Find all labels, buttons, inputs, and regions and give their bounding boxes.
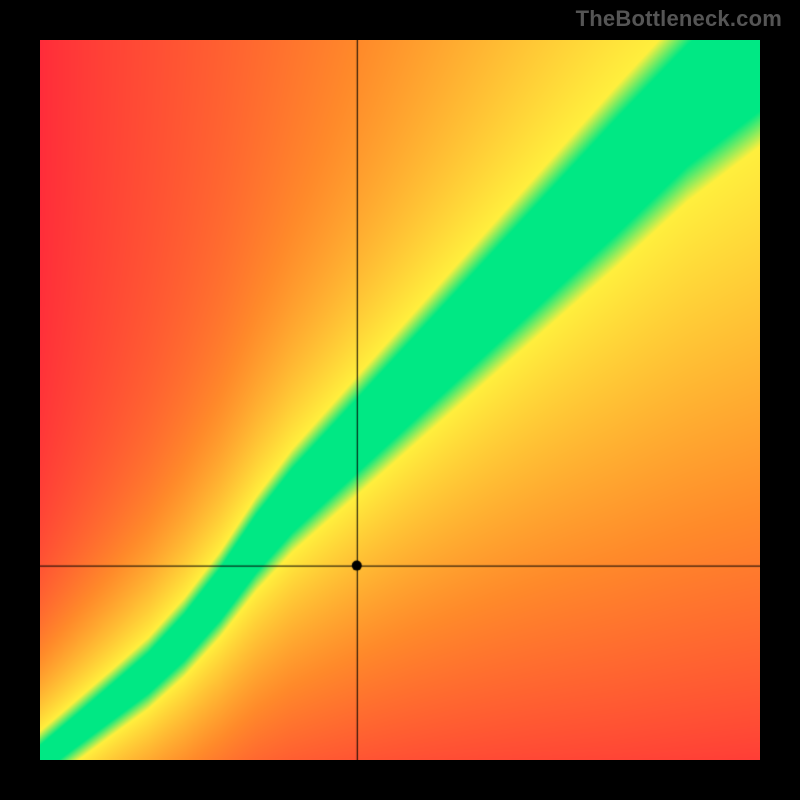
heatmap-canvas bbox=[40, 40, 760, 760]
chart-container: TheBottleneck.com bbox=[0, 0, 800, 800]
attribution-text: TheBottleneck.com bbox=[576, 6, 782, 32]
plot-area bbox=[40, 40, 760, 760]
